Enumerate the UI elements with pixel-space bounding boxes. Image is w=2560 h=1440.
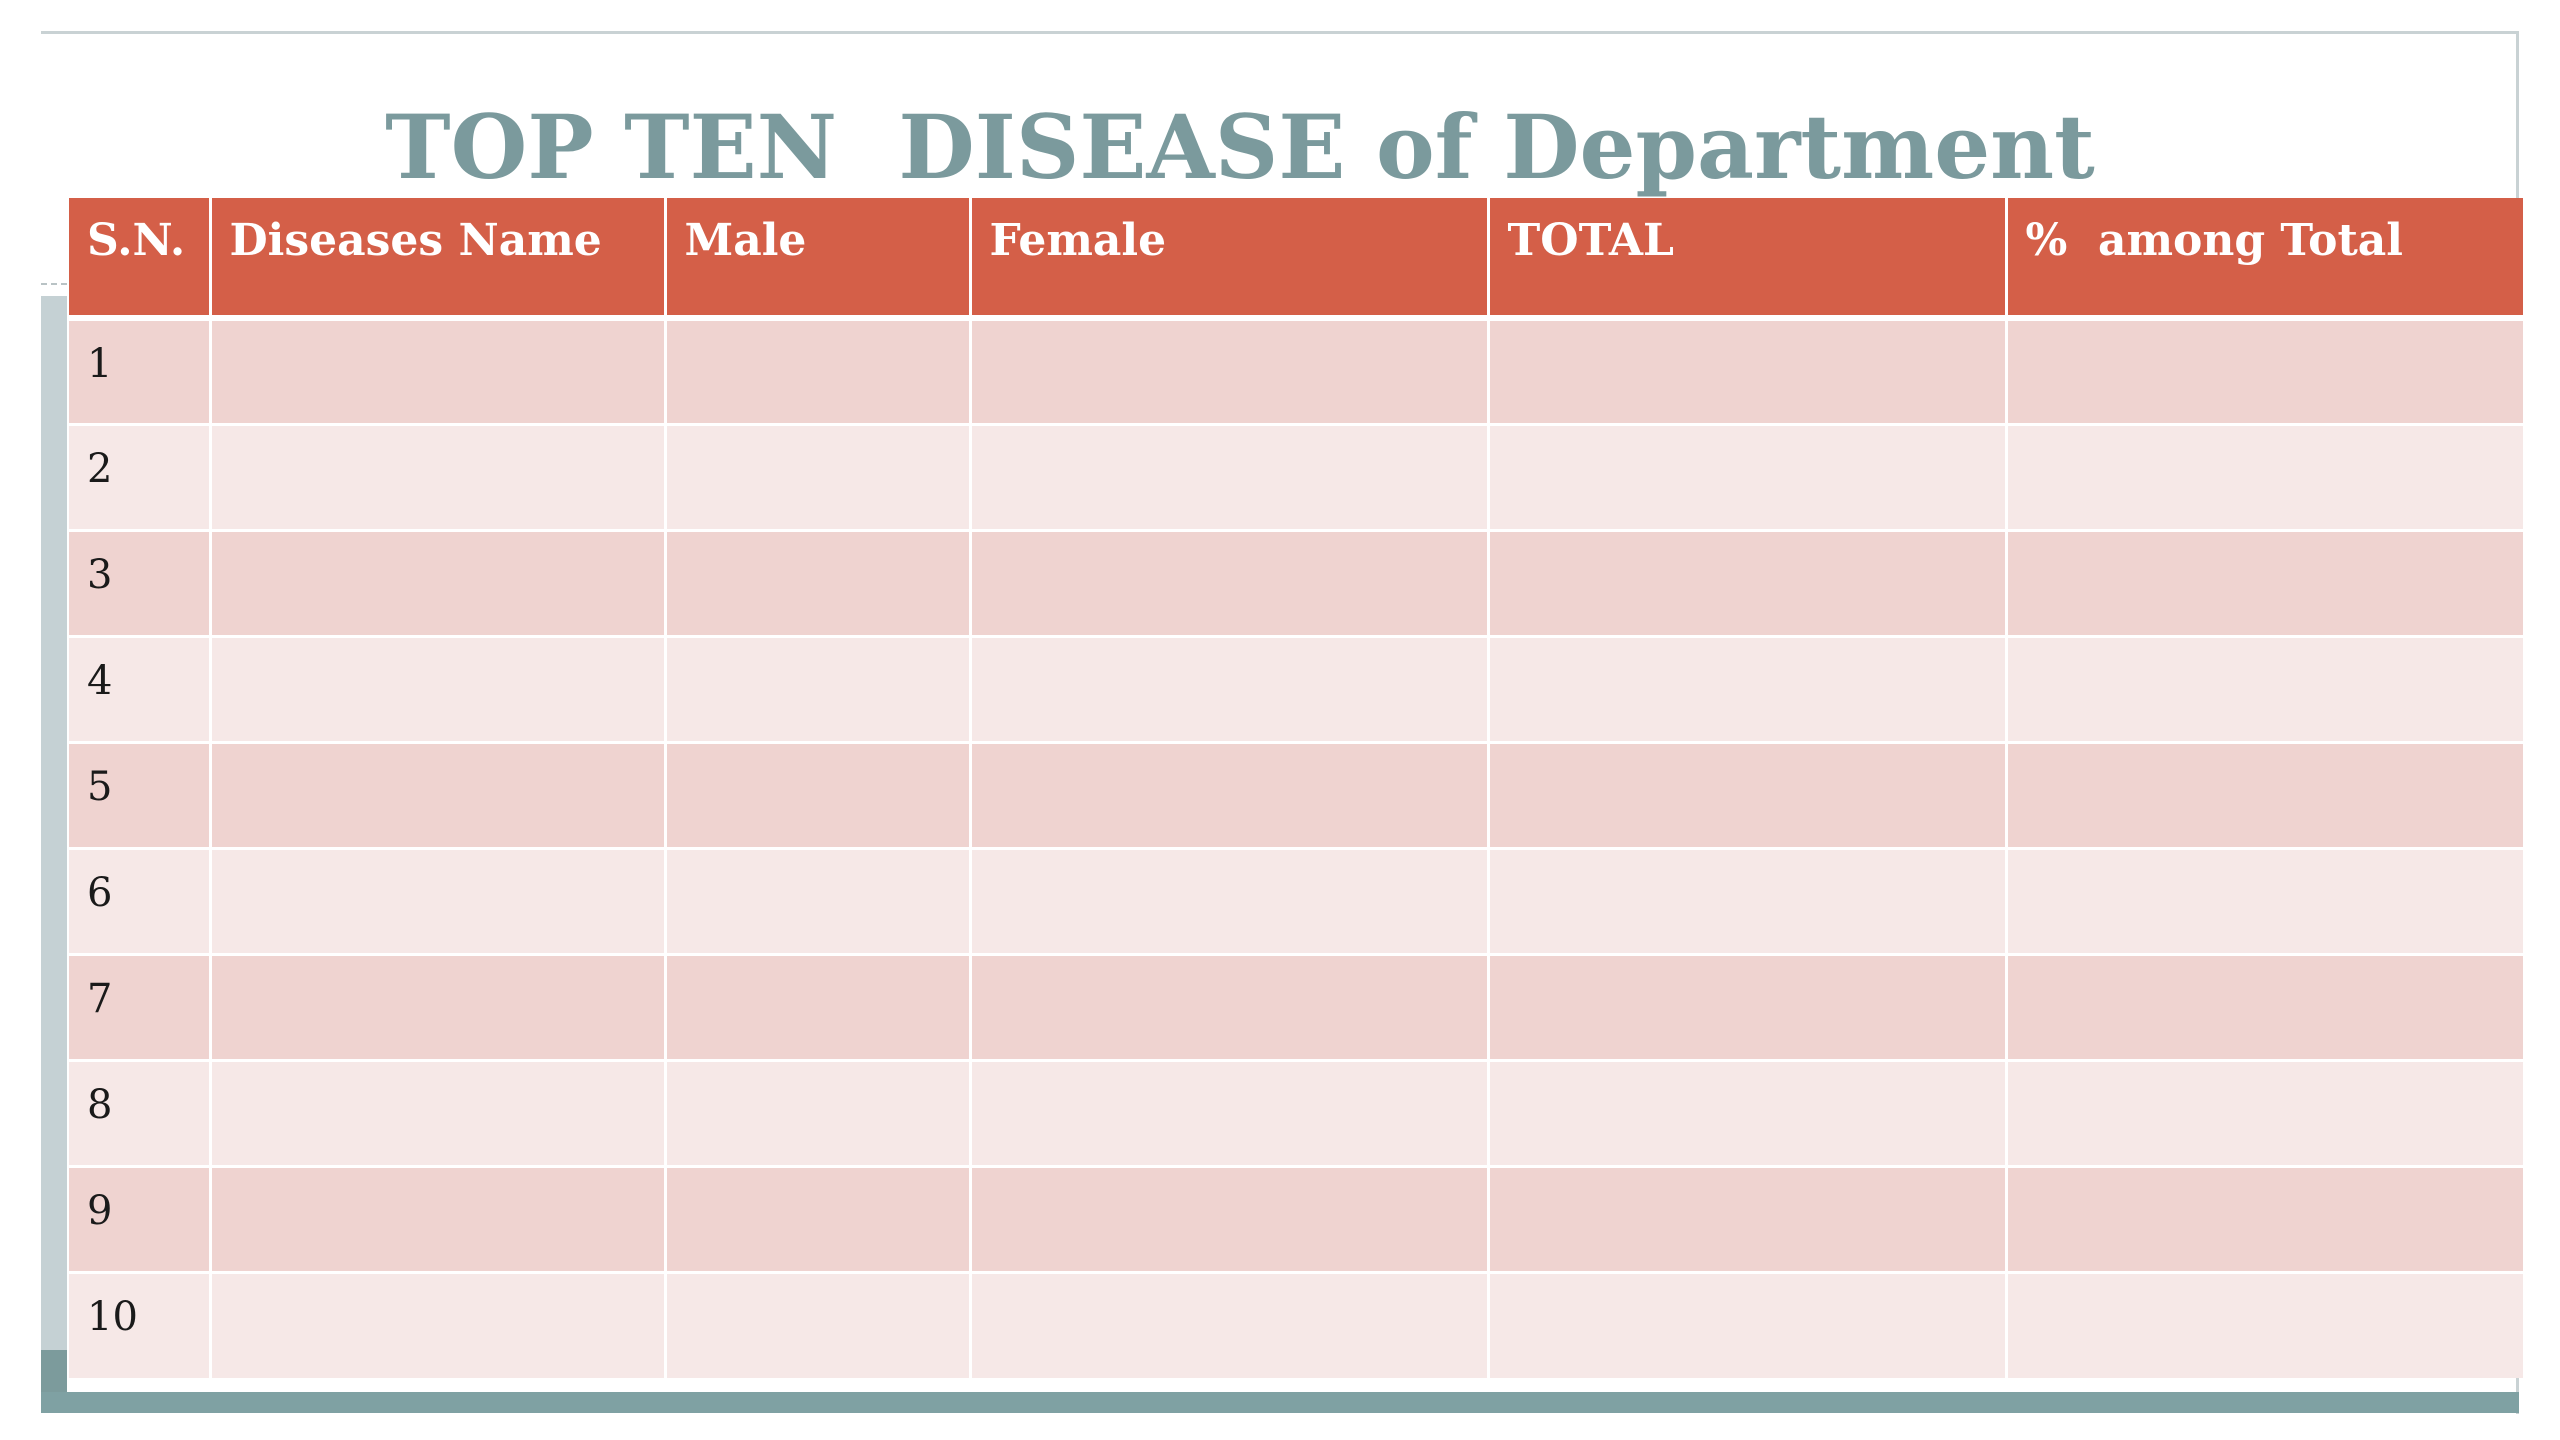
cell-sn: 8 [69,1058,210,1166]
cell-total [1486,422,2006,530]
cell-percent [2004,634,2523,742]
cell-percent [2004,1270,2523,1378]
cell-male [663,1058,970,1166]
cell-sn: 7 [69,952,210,1060]
cell-disease-name [208,528,665,636]
cell-female [968,422,1488,530]
cell-sn: 4 [69,634,210,742]
table-row: 7 [69,952,2523,1060]
cell-female [968,528,1488,636]
table-row: 2 [69,422,2523,530]
cell-total [1486,528,2006,636]
header-percent-among-total: % among Total [2004,198,2523,321]
cell-disease-name [208,846,665,954]
table-header-row: S.N. Diseases Name Male Female TOTAL % a… [69,198,2523,321]
table-row: 9 [69,1164,2523,1272]
cell-total [1486,740,2006,848]
cell-percent [2004,422,2523,530]
cell-total [1486,316,2006,424]
cell-total [1486,952,2006,1060]
cell-sn: 10 [69,1270,210,1378]
cell-male [663,740,970,848]
cell-sn: 1 [69,316,210,424]
cell-percent [2004,1164,2523,1272]
header-male: Male [663,198,970,321]
cell-female [968,634,1488,742]
cell-total [1486,634,2006,742]
cell-male [663,528,970,636]
cell-female [968,1164,1488,1272]
cell-total [1486,1164,2006,1272]
cell-total [1486,1270,2006,1378]
disease-table: S.N. Diseases Name Male Female TOTAL % a… [69,198,2523,1378]
cell-sn: 3 [69,528,210,636]
cell-sn: 9 [69,1164,210,1272]
cell-female [968,1270,1488,1378]
cell-male [663,422,970,530]
cell-disease-name [208,952,665,1060]
table-row: 10 [69,1270,2523,1378]
cell-sn: 6 [69,846,210,954]
cell-female [968,846,1488,954]
table-row: 3 [69,528,2523,636]
cell-female [968,740,1488,848]
cell-percent [2004,846,2523,954]
header-disease-name: Diseases Name [208,198,665,321]
cell-disease-name [208,422,665,530]
table-row: 4 [69,634,2523,742]
cell-male [663,1164,970,1272]
cell-total [1486,1058,2006,1166]
cell-female [968,952,1488,1060]
slide-divider [41,283,67,285]
table-row: 1 [69,316,2523,424]
cell-disease-name [208,1270,665,1378]
cell-sn: 5 [69,740,210,848]
table-row: 8 [69,1058,2523,1166]
cell-male [663,846,970,954]
cell-female [968,1058,1488,1166]
header-total: TOTAL [1486,198,2006,321]
cell-male [663,634,970,742]
cell-male [663,316,970,424]
cell-percent [2004,528,2523,636]
bottom-accent-bar [41,1392,2519,1413]
cell-male [663,1270,970,1378]
cell-percent [2004,1058,2523,1166]
cell-sn: 2 [69,422,210,530]
table-row: 6 [69,846,2523,954]
table-row: 5 [69,740,2523,848]
cell-percent [2004,316,2523,424]
cell-disease-name [208,740,665,848]
cell-percent [2004,952,2523,1060]
cell-total [1486,846,2006,954]
cell-male [663,952,970,1060]
cell-percent [2004,740,2523,848]
cell-disease-name [208,1164,665,1272]
cell-disease-name [208,634,665,742]
cell-female [968,316,1488,424]
header-sn: S.N. [69,198,210,321]
left-accent-bar [41,296,67,1410]
header-female: Female [968,198,1488,321]
slide-title: TOP TEN DISEASE of Department [385,95,2095,199]
cell-disease-name [208,1058,665,1166]
cell-disease-name [208,316,665,424]
